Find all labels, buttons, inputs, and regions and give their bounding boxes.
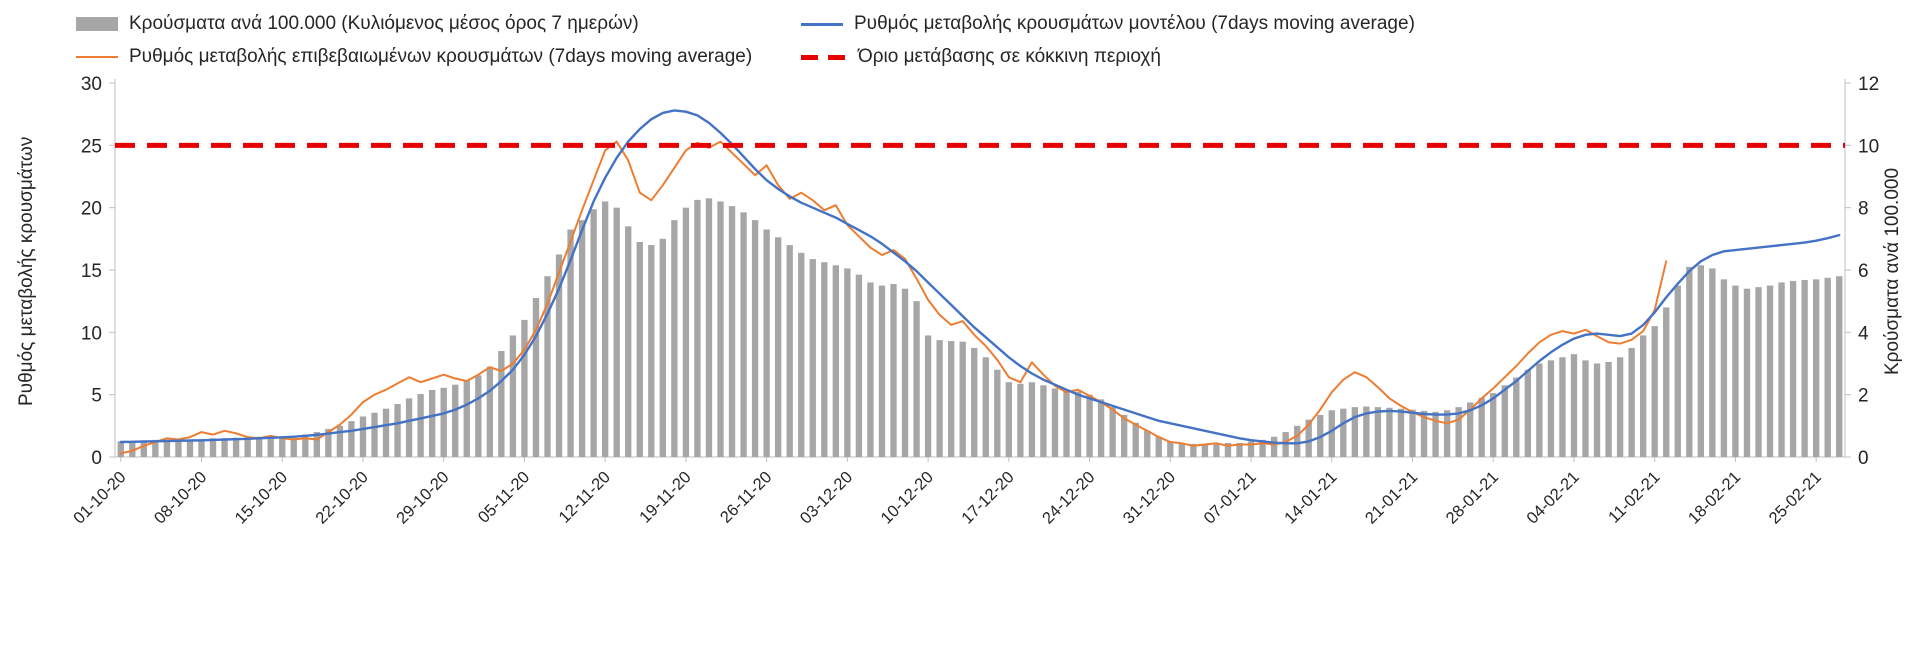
- svg-text:08-10-20: 08-10-20: [151, 468, 210, 527]
- svg-text:05-11-20: 05-11-20: [475, 468, 534, 527]
- legend-item-threshold: Όριο μετάβασης σε κόκκινη περιοχή: [801, 46, 1910, 69]
- svg-text:0: 0: [91, 448, 102, 469]
- svg-text:25: 25: [81, 136, 102, 157]
- legend-item-model-line: Ρυθμός μεταβολής κρουσμάτων μοντέλου (7d…: [801, 13, 1910, 36]
- svg-text:10: 10: [81, 323, 102, 344]
- svg-text:19-11-20: 19-11-20: [636, 468, 695, 527]
- model-line-swatch-icon: [801, 22, 843, 26]
- svg-text:14-01-21: 14-01-21: [1281, 468, 1340, 527]
- svg-text:01-10-20: 01-10-20: [70, 468, 129, 527]
- svg-text:17-12-20: 17-12-20: [958, 468, 1017, 527]
- svg-text:31-12-20: 31-12-20: [1120, 468, 1179, 527]
- svg-text:15: 15: [81, 261, 102, 282]
- svg-text:12: 12: [1858, 75, 1879, 95]
- svg-text:04-02-21: 04-02-21: [1523, 468, 1582, 527]
- svg-text:03-12-20: 03-12-20: [797, 468, 856, 527]
- svg-text:2: 2: [1858, 385, 1869, 406]
- svg-text:21-01-21: 21-01-21: [1362, 468, 1421, 527]
- legend-label-confirmed-line: Ρυθμός μεταβολής επιβεβαιωμένων κρουσμάτ…: [129, 45, 753, 67]
- svg-text:15-10-20: 15-10-20: [232, 468, 291, 527]
- svg-text:20: 20: [81, 198, 102, 219]
- svg-text:18-02-21: 18-02-21: [1685, 468, 1744, 527]
- svg-text:12-11-20: 12-11-20: [555, 468, 614, 527]
- legend-label-bars: Κρούσματα ανά 100.000 (Κυλιόμενος μέσος …: [129, 13, 639, 34]
- legend-item-bars: Κρούσματα ανά 100.000 (Κυλιόμενος μέσος …: [76, 13, 801, 36]
- legend-item-confirmed-line: Ρυθμός μεταβολής επιβεβαιωμένων κρουσμάτ…: [76, 46, 801, 69]
- legend-label-threshold: Όριο μετάβασης σε κόκκινη περιοχή: [858, 45, 1161, 67]
- svg-text:5: 5: [91, 385, 102, 406]
- svg-text:25-02-21: 25-02-21: [1766, 468, 1825, 527]
- threshold-dashed-swatch-icon: [801, 54, 847, 60]
- svg-text:0: 0: [1858, 448, 1869, 469]
- svg-text:8: 8: [1858, 198, 1869, 219]
- svg-text:22-10-20: 22-10-20: [312, 468, 371, 527]
- legend: Κρούσματα ανά 100.000 (Κυλιόμενος μέσος …: [0, 0, 1920, 75]
- svg-text:29-10-20: 29-10-20: [393, 468, 452, 527]
- chart-area: Ρυθμός μεταβολής κρουσμάτων Κρούσματα αν…: [0, 75, 1920, 649]
- left-axis-title: Ρυθμός μεταβολής κρουσμάτων: [16, 135, 37, 406]
- svg-text:26-11-20: 26-11-20: [717, 468, 776, 527]
- legend-label-model-line: Ρυθμός μεταβολής κρουσμάτων μοντέλου (7d…: [854, 13, 1415, 34]
- svg-text:07-01-21: 07-01-21: [1200, 468, 1259, 527]
- bars-swatch-icon: [76, 17, 118, 32]
- svg-text:10: 10: [1858, 136, 1879, 157]
- right-axis-title: Κρούσματα ανά 100.000: [1882, 167, 1903, 375]
- svg-text:6: 6: [1858, 261, 1869, 282]
- svg-text:28-01-21: 28-01-21: [1443, 468, 1502, 527]
- chart-plot: 0 5 10 15 20 25 30 0 2 4 6 8 10 12 01-10-20 08-10-20 15-…: [70, 75, 1879, 528]
- svg-text:10-12-20: 10-12-20: [877, 468, 936, 527]
- svg-text:24-12-20: 24-12-20: [1039, 468, 1098, 527]
- svg-text:4: 4: [1858, 323, 1869, 344]
- confirmed-line-swatch-icon: [76, 56, 118, 59]
- svg-text:30: 30: [81, 75, 102, 95]
- svg-text:11-02-21: 11-02-21: [1605, 468, 1664, 527]
